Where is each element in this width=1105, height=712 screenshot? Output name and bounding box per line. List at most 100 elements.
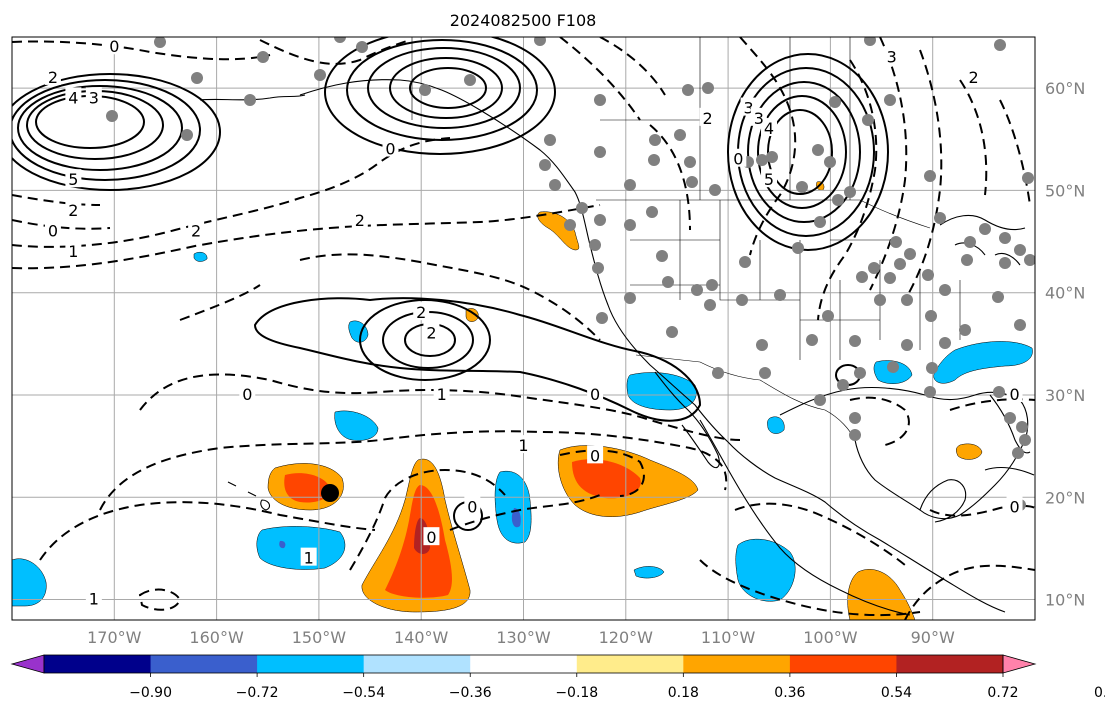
contour-label-bg — [1006, 383, 1023, 402]
coastline-mexico — [699, 419, 911, 616]
station-dot — [856, 271, 868, 283]
contour-label-bg — [65, 87, 82, 106]
station-dot — [1014, 244, 1026, 256]
station-dot — [806, 334, 818, 346]
coastline-baja — [654, 371, 720, 469]
contour-label: 2 — [355, 211, 365, 230]
station-dot — [1012, 447, 1024, 459]
station-dot — [992, 291, 1004, 303]
station-dot — [926, 362, 938, 374]
station-dot — [106, 110, 118, 122]
contour-label: 1 — [304, 549, 314, 568]
station-dot — [979, 223, 991, 235]
station-dot — [884, 94, 896, 106]
contour-label: 0 — [385, 140, 395, 159]
contour-label-bg — [106, 37, 123, 55]
station-dot — [706, 279, 718, 291]
colorbar-segment — [470, 655, 578, 673]
storm-center-marker — [321, 484, 339, 502]
station-dot — [939, 284, 951, 296]
station-dot — [868, 262, 880, 274]
station-dot — [961, 254, 973, 266]
border-us-canada — [596, 199, 931, 229]
colorbar-tick-label: 0.36 — [774, 685, 805, 701]
station-dot — [766, 151, 778, 163]
station-dot — [894, 258, 906, 270]
contour-label-bg — [44, 220, 61, 239]
station-dot — [576, 202, 588, 214]
longitude-tick-label: 100°W — [803, 628, 858, 647]
station-dot — [712, 367, 724, 379]
contour-label-bg — [65, 169, 82, 188]
station-dot — [686, 176, 698, 188]
negative-anomaly-region — [633, 566, 665, 579]
contour-label-bg — [433, 383, 450, 402]
contour-label: 3 — [743, 99, 753, 118]
colorbar-tick-label: −0.18 — [555, 685, 598, 701]
station-dot — [904, 248, 916, 260]
station-dot — [691, 284, 703, 296]
station-dot — [624, 219, 636, 231]
colorbar-tick-label: 0.54 — [881, 685, 912, 701]
contour-label-bg — [65, 199, 82, 218]
station-dot — [792, 242, 804, 254]
station-dot — [682, 84, 694, 96]
map-frame — [11, 36, 1036, 621]
station-dot — [829, 96, 841, 108]
station-dot — [257, 51, 269, 63]
station-dot — [999, 232, 1011, 244]
contour-label-bg — [423, 527, 440, 546]
latitude-tick-labels: 60°N 50°N 40°N 30°N 20°N 10°N — [1045, 79, 1085, 609]
station-dot — [890, 236, 902, 248]
station-dot — [796, 181, 808, 193]
colorbar-segment — [363, 655, 471, 673]
contour-label-bg — [750, 107, 767, 126]
colorbar-segment — [44, 655, 152, 673]
negative-anomaly-region — [193, 251, 208, 262]
station-dot — [624, 179, 636, 191]
coastline-alaska-peninsula — [199, 94, 306, 101]
station-dot — [756, 339, 768, 351]
contour-label: 2 — [969, 68, 979, 87]
station-dot — [854, 367, 866, 379]
station-dot — [1019, 434, 1031, 446]
station-dot — [589, 239, 601, 251]
border-us-mexico — [635, 354, 856, 441]
colorbar-tick-label: −0.54 — [342, 685, 385, 701]
colorbar-frame — [43, 654, 1004, 674]
station-dot — [1024, 254, 1035, 266]
negative-anomaly-region — [334, 410, 379, 441]
colorbar-extend-high — [1002, 654, 1037, 674]
latitude-tick-label: 40°N — [1045, 284, 1085, 303]
contour-label-bg — [65, 240, 82, 259]
positive-anomaly-region — [956, 443, 983, 460]
colorbar-tick-label: −0.90 — [129, 685, 172, 701]
contours — [12, 37, 1035, 620]
coastline-cuba — [984, 466, 1035, 476]
station-dot — [759, 367, 771, 379]
contour-label: 4 — [68, 88, 78, 107]
contour-label-bg — [85, 588, 102, 607]
station-dot — [704, 299, 716, 311]
colorbar-segment — [789, 655, 897, 673]
coastline-florida — [989, 394, 1031, 454]
longitude-tick-label: 170°W — [87, 628, 142, 647]
station-dot — [964, 236, 976, 248]
station-dot — [564, 219, 576, 231]
station-dot — [1022, 172, 1034, 184]
contour-label: 0 — [48, 221, 58, 240]
station-dot — [774, 289, 786, 301]
contour-label-bg — [1006, 496, 1023, 515]
contour-label: 0 — [590, 385, 600, 404]
station-dot — [901, 294, 913, 306]
station-dot — [959, 324, 971, 336]
station-dot — [709, 184, 721, 196]
contour-label-bg — [699, 107, 716, 126]
contour-label: 0 — [426, 528, 436, 547]
station-dot — [596, 312, 608, 324]
contour-label: 2 — [48, 68, 58, 87]
coastline-hawaii — [227, 481, 271, 511]
station-dot — [181, 129, 193, 141]
station-dot — [314, 69, 326, 81]
